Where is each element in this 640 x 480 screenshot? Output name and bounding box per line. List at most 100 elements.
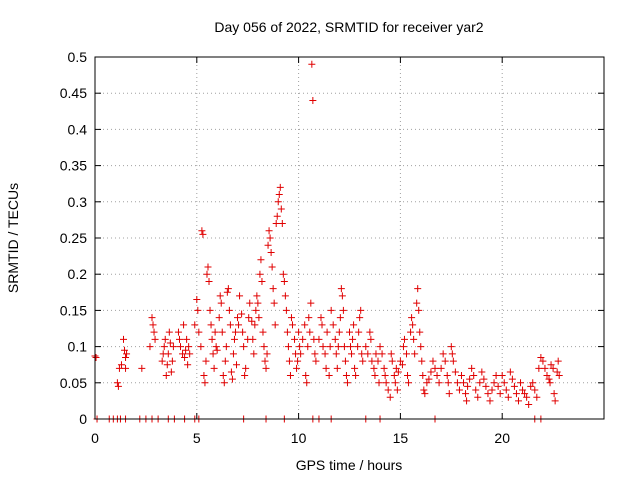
- data-point: [258, 277, 266, 285]
- data-point: [149, 321, 157, 329]
- data-point: [435, 379, 443, 387]
- data-point: [197, 343, 205, 351]
- data-point: [286, 372, 294, 380]
- data-point: [447, 343, 455, 351]
- data-point: [273, 212, 281, 220]
- data-point: [343, 379, 351, 387]
- data-point: [223, 288, 231, 296]
- data-point: [233, 361, 241, 369]
- data-point: [418, 357, 426, 365]
- data-point: [267, 248, 275, 256]
- data-point: [181, 353, 189, 361]
- data-point: [122, 353, 130, 361]
- data-point: [191, 321, 199, 329]
- data-point: [146, 343, 154, 351]
- data-point: [500, 379, 508, 387]
- data-point: [472, 386, 480, 394]
- data-point: [394, 368, 402, 376]
- data-point: [168, 357, 176, 365]
- data-point: [123, 350, 131, 358]
- data-point: [420, 386, 428, 394]
- data-point: [333, 364, 341, 372]
- data-point: [512, 390, 520, 398]
- data-point: [553, 368, 561, 376]
- data-point: [216, 292, 224, 300]
- data-point: [546, 379, 554, 387]
- data-point: [221, 357, 229, 365]
- data-point: [121, 346, 129, 354]
- data-point: [502, 386, 510, 394]
- data-point: [350, 321, 358, 329]
- data-point: [388, 357, 396, 365]
- data-point: [535, 364, 543, 372]
- data-point: [167, 368, 175, 376]
- data-point: [215, 314, 223, 322]
- data-point: [282, 306, 290, 314]
- data-point: [195, 328, 203, 336]
- data-point: [193, 296, 201, 304]
- data-point: [175, 335, 183, 343]
- y-tick-label: 0.5: [68, 49, 88, 65]
- data-point: [148, 314, 156, 322]
- data-point: [151, 335, 159, 343]
- x-tick-label: 5: [193, 430, 201, 446]
- data-point: [521, 390, 529, 398]
- data-point: [160, 343, 168, 351]
- data-point: [250, 350, 258, 358]
- data-point: [439, 350, 447, 358]
- data-point: [474, 393, 482, 401]
- data-point: [355, 328, 363, 336]
- data-point: [251, 321, 259, 329]
- data-point: [281, 292, 289, 300]
- data-point: [488, 386, 496, 394]
- chart-title: Day 056 of 2022, SRMTID for receiver yar…: [214, 19, 483, 35]
- data-point: [414, 285, 422, 293]
- axis-ticks: 0 0.05 0.1 0.15 0.2 0.25 0.3 0.35 0.4 0.45 0.5 0 5 10…: [60, 49, 604, 446]
- data-point: [529, 379, 537, 387]
- data-point: [179, 350, 187, 358]
- data-point: [263, 350, 271, 358]
- data-point: [347, 343, 355, 351]
- data-point: [455, 386, 463, 394]
- data-point: [523, 393, 531, 401]
- data-point: [228, 375, 236, 383]
- data-point: [421, 390, 429, 398]
- y-tick-label: 0.35: [60, 158, 87, 174]
- data-point: [398, 361, 406, 369]
- data-point: [185, 343, 193, 351]
- data-point: [277, 205, 285, 213]
- data-point: [222, 343, 230, 351]
- data-point: [547, 361, 555, 369]
- data-point: [504, 393, 512, 401]
- data-point: [348, 350, 356, 358]
- data-point: [165, 328, 173, 336]
- data-point: [400, 335, 408, 343]
- data-point: [166, 339, 174, 347]
- data-point: [463, 397, 471, 405]
- data-point: [318, 321, 326, 329]
- data-point: [265, 227, 273, 235]
- x-tick-label: 15: [393, 430, 409, 446]
- data-point: [372, 350, 380, 358]
- data-point: [415, 306, 423, 314]
- grid-lines: [95, 57, 604, 419]
- x-tick-label: 0: [91, 430, 99, 446]
- data-point: [117, 361, 125, 369]
- data-point: [238, 310, 246, 318]
- data-point: [240, 343, 248, 351]
- data-point: [183, 335, 191, 343]
- data-point: [272, 220, 280, 228]
- data-point: [120, 335, 128, 343]
- data-point: [253, 292, 261, 300]
- data-point: [275, 191, 283, 199]
- data-point: [229, 350, 237, 358]
- data-point: [437, 364, 445, 372]
- data-point: [409, 321, 417, 329]
- data-point: [269, 285, 277, 293]
- data-point: [204, 263, 212, 271]
- data-point: [122, 364, 130, 372]
- data-point: [405, 379, 413, 387]
- data-point: [392, 364, 400, 372]
- data-point: [256, 270, 264, 278]
- data-point: [227, 368, 235, 376]
